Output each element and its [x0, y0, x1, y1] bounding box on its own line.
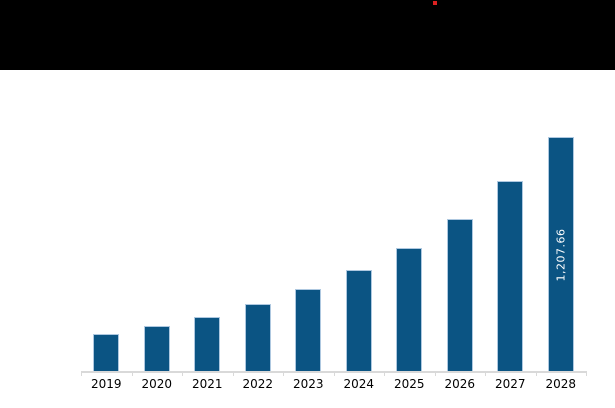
x-axis-tick [182, 371, 183, 376]
x-tick-label-2028: 2028 [545, 377, 577, 391]
x-axis-tick [81, 371, 82, 376]
x-axis-tick [232, 371, 234, 376]
x-axis-tick [586, 371, 587, 376]
x-tick-label-2021: 2021 [191, 377, 223, 391]
bar-2027 [497, 181, 524, 371]
bar-2028: 1,207.66 [547, 137, 574, 371]
bar-2020 [143, 326, 170, 371]
x-tick-label-2019: 2019 [90, 377, 122, 391]
x-axis-tick [434, 371, 436, 376]
x-axis-tick [384, 371, 385, 376]
bar-2026 [446, 219, 473, 371]
x-axis-tick [283, 371, 284, 376]
x-axis-tick [535, 371, 537, 376]
red-marker [433, 1, 437, 5]
bar-2021 [194, 316, 221, 371]
x-tick-label-2022: 2022 [242, 377, 274, 391]
bar-2022 [244, 303, 271, 371]
x-tick-label-2024: 2024 [343, 377, 375, 391]
x-tick-label-2027: 2027 [494, 377, 526, 391]
x-axis-tick [131, 371, 133, 376]
x-axis-tick [333, 371, 335, 376]
bar-2019 [93, 333, 120, 371]
bar-2025 [396, 247, 423, 371]
x-tick-label-2026: 2026 [444, 377, 476, 391]
bar-2024 [345, 270, 372, 371]
bar-value-label: 1,207.66 [554, 228, 568, 281]
x-axis-tick [485, 371, 486, 376]
redacted-header-block [0, 0, 615, 70]
x-tick-label-2020: 2020 [141, 377, 173, 391]
x-tick-label-2025: 2025 [393, 377, 425, 391]
x-tick-label-2023: 2023 [292, 377, 324, 391]
bar-2023 [295, 288, 322, 371]
